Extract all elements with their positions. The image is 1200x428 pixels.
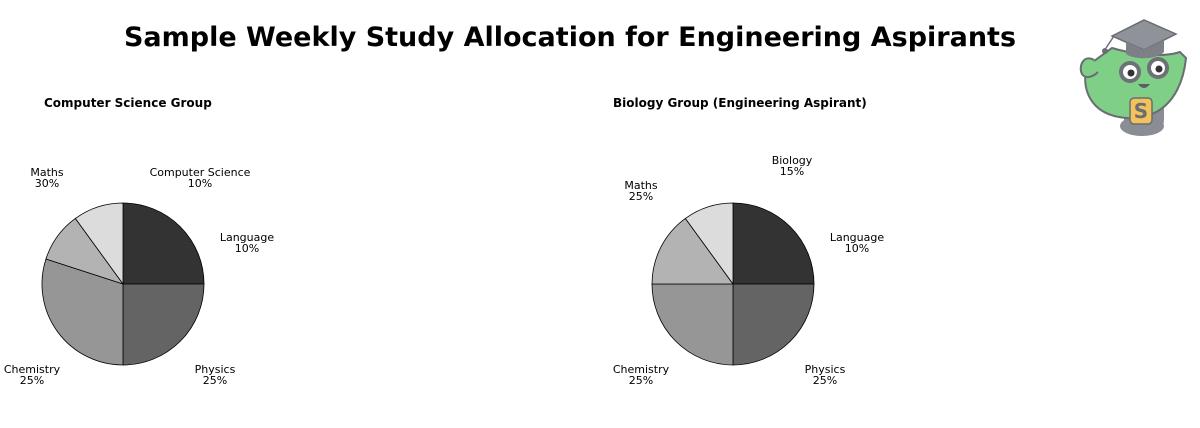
pie-slice-biology (684, 202, 734, 286)
slice-label-chemistry: Chemistry (613, 363, 670, 376)
graduation-cap-mascot-icon: S (1079, 19, 1188, 136)
slice-label-physics: Physics (195, 363, 236, 376)
slice-label-chemistry: Chemistry (4, 363, 61, 376)
slice-percent-computer-science: 10% (188, 177, 212, 190)
pie-slice-language (122, 202, 205, 285)
slice-label-language: Language (220, 231, 275, 244)
slice-label-language: Language (830, 231, 885, 244)
slice-label-biology: Biology (772, 154, 813, 167)
slice-label-maths: Maths (624, 179, 658, 192)
slice-label-maths: Maths (30, 166, 64, 179)
slice-percent-chemistry: 25% (20, 374, 44, 387)
pie-slice-physics (732, 283, 815, 366)
svg-text:S: S (1134, 99, 1148, 123)
slice-percent-biology: 15% (780, 165, 804, 178)
slice-percent-physics: 25% (203, 374, 227, 387)
slice-percent-chemistry: 25% (629, 374, 653, 387)
page-title: Sample Weekly Study Allocation for Engin… (123, 22, 1017, 53)
slice-label-computer-science: Computer Science (150, 166, 251, 179)
slice-percent-maths: 25% (629, 190, 653, 203)
pie-slice-computer-science (74, 202, 124, 286)
chart-title-biology: Biology Group (Engineering Aspirant) (613, 96, 867, 110)
pie-slice-chemistry (41, 258, 124, 366)
slice-percent-maths: 30% (35, 177, 59, 190)
slice-percent-language: 10% (845, 242, 869, 255)
chart-title-computer-science: Computer Science Group (44, 96, 212, 110)
pie-slice-maths (651, 217, 734, 285)
slice-percent-language: 10% (235, 242, 259, 255)
slice-percent-physics: 25% (813, 374, 837, 387)
pie-slice-language (732, 202, 815, 285)
pie-slice-chemistry (651, 283, 734, 366)
slice-label-physics: Physics (805, 363, 846, 376)
pie-slice-physics (122, 283, 205, 366)
pie-slice-maths (45, 217, 125, 285)
